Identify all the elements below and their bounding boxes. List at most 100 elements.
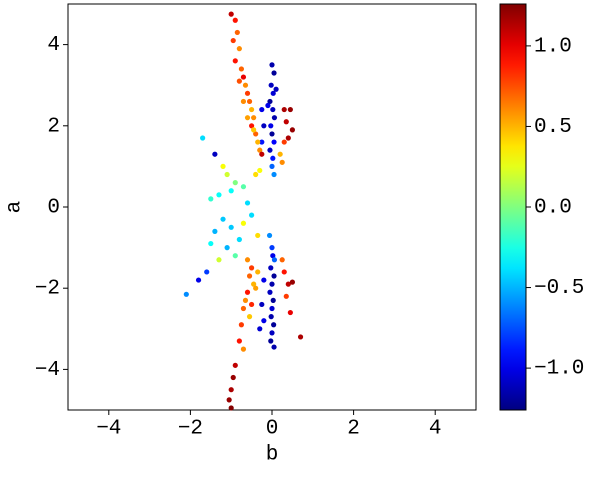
scatter-point	[287, 106, 293, 113]
scatter-point	[240, 184, 247, 190]
scatter-point	[253, 171, 259, 178]
scatter-point	[216, 257, 222, 263]
scatter-point	[251, 281, 257, 287]
scatter-point	[273, 86, 279, 92]
scatter-point	[269, 281, 275, 287]
scatter-point	[236, 78, 242, 84]
scatter-point	[271, 115, 278, 121]
scatter-point	[244, 115, 251, 121]
scatter-point	[279, 159, 285, 165]
scatter-point	[251, 127, 257, 133]
scatter-point	[267, 289, 273, 295]
scatter-point	[287, 309, 293, 316]
scatter-point	[208, 196, 214, 202]
scatter-point	[271, 171, 277, 178]
scatter-point	[270, 253, 276, 259]
scatter-point	[228, 405, 234, 411]
scatter-point	[269, 245, 275, 251]
scatter-point	[228, 224, 234, 230]
x-tick-label: −2	[178, 418, 203, 441]
colorbar-tick-label: 1.0	[534, 35, 572, 58]
scatter-point	[271, 273, 277, 279]
scatter-point	[244, 257, 251, 263]
scatter-point	[204, 269, 210, 275]
y-tick-label: 0	[47, 197, 60, 220]
scatter-point	[266, 232, 273, 239]
scatter-point	[240, 74, 247, 80]
scatter-point	[200, 135, 206, 141]
scatter-point	[220, 163, 226, 169]
scatter-point	[240, 305, 247, 312]
scatter-point	[183, 291, 189, 297]
scatter-point	[270, 106, 276, 113]
scatter-point	[230, 37, 236, 44]
colorbar-tick-label: −1.0	[534, 358, 584, 381]
scatter-point	[271, 139, 277, 145]
y-tick-label: 4	[47, 34, 60, 57]
scatter-point	[283, 119, 289, 125]
scatter-point	[257, 147, 263, 153]
scatter-point	[238, 66, 244, 72]
scatter-point	[268, 314, 274, 320]
scatter-point	[244, 289, 251, 295]
scatter-point	[267, 98, 273, 105]
scatter-point	[268, 123, 274, 129]
scatter-point	[269, 131, 275, 137]
scatter-point	[265, 102, 271, 109]
scatter-point	[249, 301, 255, 308]
scatter-point	[244, 200, 251, 206]
scatter-point	[268, 265, 274, 271]
scatter-point	[249, 212, 255, 218]
x-tick-label: 0	[266, 418, 279, 441]
y-tick-label: −4	[35, 359, 60, 382]
y-tick-label: 2	[47, 115, 60, 138]
scatter-point	[285, 281, 291, 287]
scatter-point	[232, 362, 238, 368]
colorbar-tick-label: −0.5	[534, 277, 584, 300]
scatter-point	[240, 98, 247, 105]
scatter-point	[240, 220, 247, 226]
scatter-point	[236, 46, 242, 52]
scatter-point	[251, 115, 257, 121]
scatter-point	[271, 70, 277, 76]
scatter-point	[261, 123, 267, 129]
scatter-point	[279, 257, 285, 263]
scatter-point	[236, 338, 242, 344]
scatter-point	[242, 82, 249, 88]
scatter-point	[230, 374, 236, 381]
scatter-point	[297, 334, 304, 340]
scatter-point	[257, 326, 263, 332]
scatter-point	[232, 58, 238, 64]
scatter-point	[236, 236, 242, 243]
scatter-point	[269, 62, 275, 68]
scatter-point	[253, 285, 259, 291]
scatter-point	[249, 106, 255, 113]
scatter-point	[257, 167, 263, 174]
scatter-point	[271, 322, 277, 328]
scatter-point	[268, 82, 274, 88]
scatter-point	[289, 279, 295, 285]
scatter-point	[234, 29, 240, 36]
scatter-point	[259, 151, 265, 157]
scatter-point	[242, 297, 249, 303]
x-axis-label: b	[266, 444, 279, 467]
scatter-point	[267, 147, 273, 153]
scatter-point	[208, 240, 214, 247]
scatter-point	[271, 344, 277, 350]
scatter-point	[259, 301, 265, 308]
scatter-point	[238, 322, 244, 328]
scatter-point	[216, 192, 222, 198]
scatter-point	[228, 188, 234, 194]
scatter-point	[270, 155, 276, 161]
scatter-point	[269, 330, 275, 336]
scatter-point	[228, 11, 234, 17]
scatter-point	[195, 277, 202, 283]
scatter-point	[270, 297, 276, 303]
x-tick-label: −4	[96, 418, 121, 441]
x-tick-label: 4	[429, 418, 442, 441]
scatter-point	[285, 135, 291, 141]
y-axis-label: a	[4, 201, 27, 214]
scatter-point	[289, 127, 295, 133]
scatter-point	[246, 273, 253, 279]
